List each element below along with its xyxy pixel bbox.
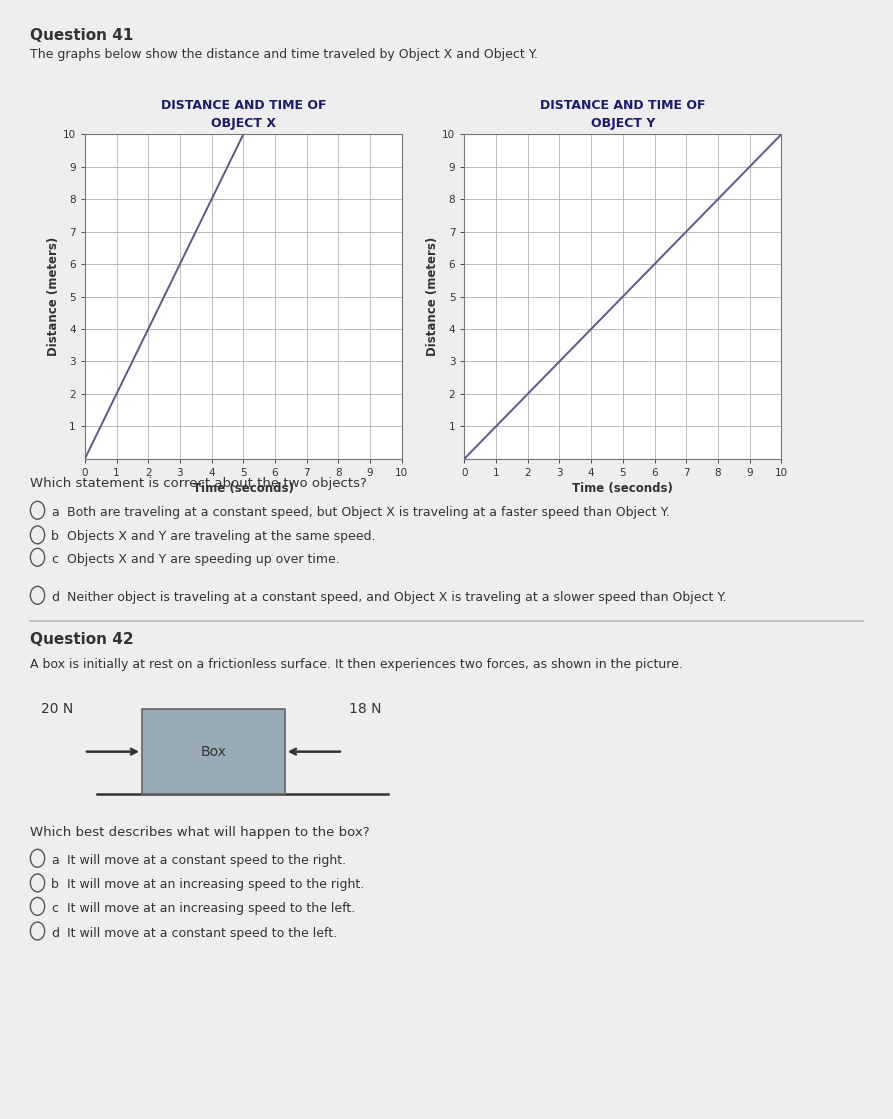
Text: d: d — [51, 591, 59, 604]
Text: Question 41: Question 41 — [30, 28, 134, 43]
Text: d: d — [51, 927, 59, 940]
Text: Neither object is traveling at a constant speed, and Object X is traveling at a : Neither object is traveling at a constan… — [67, 591, 727, 604]
Text: The graphs below show the distance and time traveled by Object X and Object Y.: The graphs below show the distance and t… — [30, 48, 538, 62]
Text: b: b — [51, 530, 59, 544]
Text: Which best describes what will happen to the box?: Which best describes what will happen to… — [30, 826, 370, 839]
Text: Objects X and Y are traveling at the same speed.: Objects X and Y are traveling at the sam… — [67, 530, 375, 544]
Title: DISTANCE AND TIME OF
OBJECT X: DISTANCE AND TIME OF OBJECT X — [161, 100, 326, 130]
Text: Which statement is correct about the two objects?: Which statement is correct about the two… — [30, 477, 367, 490]
Text: a: a — [51, 506, 59, 519]
Text: Question 42: Question 42 — [30, 632, 134, 647]
Y-axis label: Distance (meters): Distance (meters) — [427, 237, 439, 356]
Text: Box: Box — [200, 744, 227, 759]
Y-axis label: Distance (meters): Distance (meters) — [47, 237, 60, 356]
Text: Objects X and Y are speeding up over time.: Objects X and Y are speeding up over tim… — [67, 553, 339, 566]
Text: It will move at a constant speed to the left.: It will move at a constant speed to the … — [67, 927, 337, 940]
Text: It will move at a constant speed to the right.: It will move at a constant speed to the … — [67, 854, 346, 867]
Text: 18 N: 18 N — [349, 703, 381, 716]
Text: A box is initially at rest on a frictionless surface. It then experiences two fo: A box is initially at rest on a friction… — [30, 658, 683, 671]
X-axis label: Time (seconds): Time (seconds) — [572, 482, 673, 495]
Text: It will move at an increasing speed to the left.: It will move at an increasing speed to t… — [67, 902, 355, 915]
X-axis label: Time (seconds): Time (seconds) — [193, 482, 294, 495]
Text: b: b — [51, 878, 59, 892]
Text: Both are traveling at a constant speed, but Object X is traveling at a faster sp: Both are traveling at a constant speed, … — [67, 506, 670, 519]
Title: DISTANCE AND TIME OF
OBJECT Y: DISTANCE AND TIME OF OBJECT Y — [540, 100, 705, 130]
Text: a: a — [51, 854, 59, 867]
Text: It will move at an increasing speed to the right.: It will move at an increasing speed to t… — [67, 878, 364, 892]
Text: 20 N: 20 N — [41, 703, 73, 716]
Bar — [142, 709, 285, 793]
Text: c: c — [51, 553, 58, 566]
Text: c: c — [51, 902, 58, 915]
